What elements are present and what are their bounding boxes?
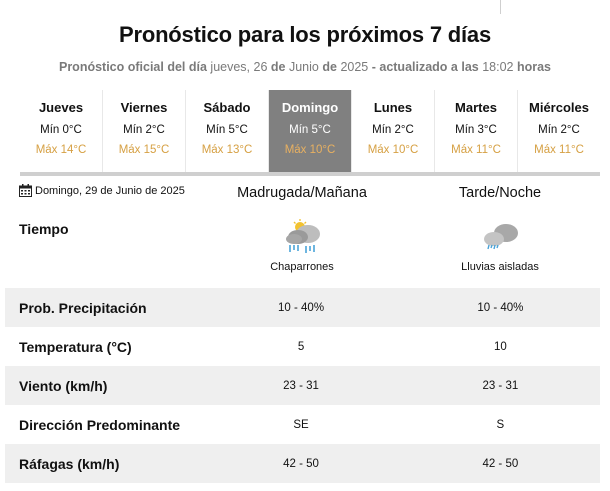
row-value-evening: 23 - 31 — [482, 379, 519, 392]
top-divider — [500, 0, 501, 14]
day-min-temp: Mín 0°C — [40, 124, 82, 136]
tab-martes[interactable]: Martes Mín 3°C Máx 11°C — [435, 90, 518, 172]
subtitle-prefix: Pronóstico oficial del día — [58, 60, 207, 74]
forecast-table: Prob. Precipitación 10 - 40% 10 - 40% Te… — [5, 288, 600, 483]
subtitle-de: de — [270, 60, 286, 74]
day-min-temp: Mín 2°C — [372, 124, 414, 136]
row-value-morning: 23 - 31 — [283, 379, 319, 392]
row-value-morning: 10 - 40% — [278, 301, 325, 314]
table-row-precipitation: Prob. Precipitación 10 - 40% 10 - 40% — [5, 288, 600, 327]
day-min-temp: Mín 5°C — [206, 124, 248, 136]
column-header-morning: Madrugada/Mañana — [237, 185, 367, 201]
row-label: Viento (km/h) — [19, 377, 108, 394]
row-label: Dirección Predominante — [19, 416, 181, 433]
row-label: Ráfagas (km/h) — [19, 455, 120, 472]
calendar-icon — [19, 184, 32, 197]
subtitle-time: 18:02 — [482, 60, 514, 74]
row-value-morning: 42 - 50 — [283, 457, 319, 470]
condition-morning: Chaparrones — [202, 218, 402, 273]
day-max-temp: Máx 10°C — [284, 144, 336, 156]
row-value-evening: 10 - 40% — [477, 301, 524, 314]
subtitle-day: 26 — [253, 60, 268, 74]
subtitle-weekday: jueves, — [210, 60, 251, 74]
tab-jueves[interactable]: Jueves Mín 0°C Máx 14°C — [20, 90, 103, 172]
day-name: Martes — [455, 100, 497, 115]
day-min-temp: Mín 5°C — [289, 124, 331, 136]
day-name: Jueves — [38, 100, 84, 115]
day-max-temp: Máx 14°C — [35, 144, 87, 156]
selected-date-text: Domingo, 29 de Junio de 2025 — [35, 184, 185, 197]
subtitle-month: Junio — [288, 60, 319, 74]
day-min-temp: Mín 2°C — [123, 124, 165, 136]
table-row-temperature: Temperatura (°C) 5 10 — [5, 327, 600, 366]
row-value-morning: 5 — [297, 340, 305, 353]
day-name: Domingo — [281, 100, 339, 115]
day-max-temp: Máx 15°C — [118, 144, 170, 156]
day-name: Viernes — [120, 100, 168, 115]
subtitle-suffix: horas — [516, 60, 552, 74]
row-value-evening: 10 — [493, 340, 507, 353]
tab-lunes[interactable]: Lunes Mín 2°C Máx 10°C — [352, 90, 435, 172]
day-tabs: Jueves Mín 0°C Máx 14°C Viernes Mín 2°C … — [20, 90, 600, 176]
day-name: Lunes — [373, 100, 413, 115]
row-label: Prob. Precipitación — [19, 299, 147, 316]
condition-desc: Chaparrones — [270, 261, 334, 273]
page-title: Pronóstico para los próximos 7 días — [119, 22, 491, 47]
selected-date: Domingo, 29 de Junio de 2025 — [19, 184, 185, 197]
cloud-light-rain-icon — [484, 224, 518, 250]
day-min-temp: Mín 3°C — [455, 124, 497, 136]
day-name: Sábado — [203, 100, 251, 115]
forecast-subtitle: Pronóstico oficial del día jueves, 26 de… — [0, 60, 610, 74]
day-max-temp: Máx 10°C — [367, 144, 419, 156]
day-name: Miércoles — [529, 100, 589, 115]
row-value-morning: SE — [293, 418, 309, 431]
column-header-evening: Tarde/Noche — [458, 185, 542, 201]
condition-desc: Lluvias aisladas — [461, 261, 539, 273]
tab-domingo[interactable]: Domingo Mín 5°C Máx 10°C — [269, 90, 352, 172]
day-max-temp: Máx 11°C — [534, 144, 584, 156]
row-label: Temperatura (°C) — [19, 338, 132, 355]
sun-cloud-showers-icon — [286, 219, 320, 253]
row-value-evening: S — [496, 418, 505, 431]
table-row-gusts: Ráfagas (km/h) 42 - 50 42 - 50 — [5, 444, 600, 483]
subtitle-year: 2025 — [340, 60, 369, 74]
day-max-temp: Máx 11°C — [451, 144, 501, 156]
subtitle-updated-label: - actualizado a las — [371, 60, 479, 74]
row-label-tiempo: Tiempo — [19, 221, 69, 237]
tab-miercoles[interactable]: Miércoles Mín 2°C Máx 11°C — [518, 90, 600, 172]
table-row-wind: Viento (km/h) 23 - 31 23 - 31 — [5, 366, 600, 405]
tab-sabado[interactable]: Sábado Mín 5°C Máx 13°C — [186, 90, 269, 172]
day-min-temp: Mín 2°C — [538, 124, 580, 136]
day-max-temp: Máx 13°C — [201, 144, 253, 156]
condition-evening: Lluvias aisladas — [400, 218, 600, 273]
row-value-evening: 42 - 50 — [482, 457, 519, 470]
subtitle-de: de — [322, 60, 337, 74]
tab-viernes[interactable]: Viernes Mín 2°C Máx 15°C — [103, 90, 186, 172]
table-row-wind-direction: Dirección Predominante SE S — [5, 405, 600, 444]
